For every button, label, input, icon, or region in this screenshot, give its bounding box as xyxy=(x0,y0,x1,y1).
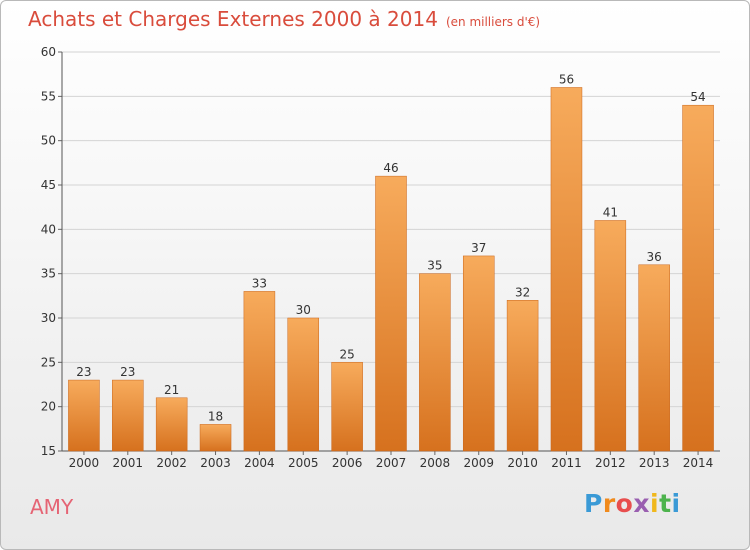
x-tick-label: 2001 xyxy=(113,456,144,470)
bar-2007 xyxy=(375,175,407,452)
y-tick-label: 35 xyxy=(41,267,56,281)
data-label: 41 xyxy=(603,205,618,219)
bar-2009 xyxy=(462,255,495,452)
bar-2008 xyxy=(419,273,451,452)
y-tick-label: 15 xyxy=(41,444,56,458)
bar-2014 xyxy=(682,104,714,452)
y-tick-label: 40 xyxy=(41,222,56,236)
data-label: 35 xyxy=(427,259,442,273)
logo-letter: r xyxy=(602,489,616,518)
bar-2006 xyxy=(331,362,363,452)
data-label: 30 xyxy=(296,303,311,317)
logo-letter: i xyxy=(671,489,681,518)
y-tick-label: 45 xyxy=(41,178,56,192)
y-tick-label: 25 xyxy=(41,355,56,369)
x-tick-label: 2012 xyxy=(595,456,626,470)
data-label: 25 xyxy=(339,347,354,361)
x-tick-labels: 2000 2001 2002 2003 2004 2005 2006 2007 2008 2009… xyxy=(69,456,714,470)
logo-letter: o xyxy=(615,489,634,518)
y-tick-label: 60 xyxy=(41,45,56,59)
chart-subtitle: (en milliers d'€) xyxy=(445,15,541,29)
y-tick-label: 50 xyxy=(41,134,56,148)
data-label: 32 xyxy=(515,285,530,299)
bars xyxy=(68,87,714,452)
data-label: 21 xyxy=(164,383,179,397)
town-name: AMY xyxy=(30,495,74,519)
data-label: 23 xyxy=(76,365,91,379)
bar-2002 xyxy=(155,397,188,452)
data-label: 54 xyxy=(690,90,705,104)
data-label: 33 xyxy=(252,276,267,290)
bar-2011 xyxy=(550,87,583,452)
y-tick-label: 55 xyxy=(41,89,56,103)
bar-2010 xyxy=(506,300,539,452)
x-tick-label: 2009 xyxy=(463,456,494,470)
x-tick-label: 2007 xyxy=(376,456,407,470)
logo-letter: P xyxy=(584,489,603,518)
x-tick-label: 2005 xyxy=(288,456,319,470)
proxiti-logo[interactable]: Proxiti xyxy=(584,489,681,518)
y-tick-labels: 15 20 25 30 35 40 45 50 55 60 xyxy=(41,45,56,458)
data-labels: 23 23 21 18 33 30 25 46 35 37 32 56 41 36 54 xyxy=(76,72,705,423)
bar-2013 xyxy=(638,264,670,452)
data-label: 37 xyxy=(471,241,486,255)
logo-letter: x xyxy=(633,489,650,518)
chart-title-text: Achats et Charges Externes 2000 à 2014 xyxy=(28,7,438,31)
data-label: 56 xyxy=(559,72,574,86)
data-label: 36 xyxy=(647,250,662,264)
bar-2004 xyxy=(243,291,276,452)
x-tick-label: 2011 xyxy=(551,456,582,470)
data-label: 23 xyxy=(120,365,135,379)
bar-2000 xyxy=(68,379,100,452)
bar-2005 xyxy=(287,317,320,452)
y-tick-label: 30 xyxy=(41,311,56,325)
y-tick-label: 20 xyxy=(41,400,56,414)
x-tick-label: 2003 xyxy=(200,456,231,470)
bar-2001 xyxy=(112,379,144,452)
x-tick-label: 2000 xyxy=(69,456,100,470)
x-tick-label: 2010 xyxy=(507,456,538,470)
logo-letter: i xyxy=(650,489,660,518)
x-tick-label: 2006 xyxy=(332,456,363,470)
x-tick-label: 2013 xyxy=(639,456,670,470)
logo-letter: t xyxy=(659,489,672,518)
x-tick-label: 2008 xyxy=(420,456,451,470)
x-tick-label: 2004 xyxy=(244,456,275,470)
chart-title: Achats et Charges Externes 2000 à 2014 (e… xyxy=(28,7,540,31)
x-tick-label: 2014 xyxy=(683,456,714,470)
data-label: 46 xyxy=(383,161,398,175)
bar-2012 xyxy=(594,220,627,452)
bar-2003 xyxy=(199,424,232,452)
data-label: 18 xyxy=(208,409,223,423)
x-tick-label: 2002 xyxy=(156,456,187,470)
